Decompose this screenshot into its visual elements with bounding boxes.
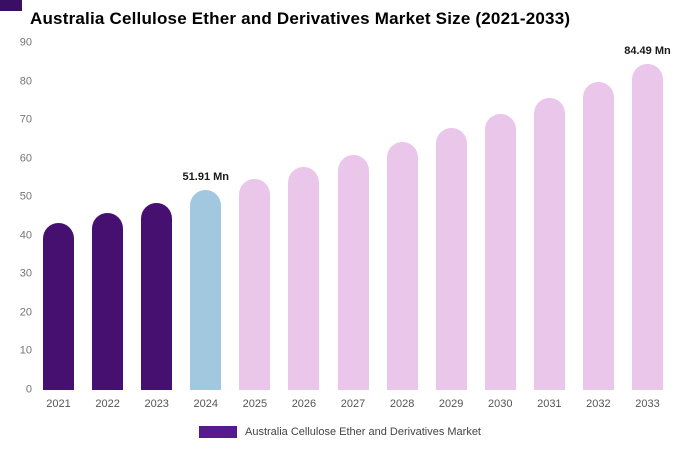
x-tick-label: 2025 [242,398,268,410]
y-tick-label: 20 [19,306,32,319]
x-tick-label: 2033 [635,398,660,410]
bar-2029 [435,127,467,390]
x-tick-label: 2026 [291,398,317,410]
y-tick-label: 70 [19,113,32,126]
x-tick-label: 2028 [389,398,415,410]
bar-2025 [239,178,271,390]
x-tick-label: 2029 [438,398,464,410]
bar-2033 [631,64,663,390]
legend: Australia Cellulose Ether and Derivative… [0,426,680,438]
bar-column-2033: 84.49 Mn [623,46,672,390]
x-tick-label: 2032 [586,398,611,410]
bar-2023 [141,202,173,390]
y-tick-label: 10 [19,344,32,357]
y-tick-label: 50 [19,190,32,203]
y-tick-label: 30 [19,267,32,280]
bar-column-2031 [525,98,574,390]
bar-2022 [92,212,124,390]
y-axis: 0 10 20 30 40 50 60 70 80 90 [8,37,34,395]
y-tick-label: 40 [19,229,32,242]
x-tick-label: 2024 [193,398,219,410]
bar-value-label: 51.91 Mn [182,170,229,183]
bar-2028 [386,141,418,390]
bar-column-2022 [83,212,132,390]
bar-2032 [582,81,614,390]
x-tick-label: 2021 [46,398,71,410]
bar-value-label: 84.49 Mn [624,45,671,58]
chart-body: 0 10 20 30 40 50 60 70 80 90 51.91 Mn 84.49 Mn [8,37,672,395]
y-tick-label: 0 [25,383,32,396]
x-tick-label: 2031 [537,398,562,410]
bar-column-2026 [279,167,328,390]
bar-2021 [43,223,75,390]
bar-column-2027 [328,154,377,390]
y-tick-label: 90 [19,36,32,49]
bar-column-2023 [132,202,181,390]
bar-2027 [337,154,369,390]
bar-2030 [484,113,516,390]
bar-column-2021 [34,223,83,390]
x-tick-label: 2030 [488,398,513,410]
bar-column-2024: 51.91 Mn [181,170,230,390]
bar-column-2032 [574,81,623,390]
bar-2024 [190,189,222,390]
legend-swatch [199,426,237,438]
bar-2031 [533,98,565,390]
bar-2026 [288,167,320,390]
bar-chart: 0 10 20 30 40 50 60 70 80 90 51.91 Mn 84.49 Mn 202… [8,37,672,410]
x-tick-label: 2023 [144,398,169,410]
x-tick-label: 2027 [340,398,366,410]
y-tick-label: 80 [19,75,32,88]
legend-label: Australia Cellulose Ether and Derivative… [245,426,481,438]
corner-mark [0,0,22,11]
chart-title: Australia Cellulose Ether and Derivative… [30,9,571,28]
bar-column-2025 [230,178,279,390]
x-axis: 2021 2022 2023 2024 2025 2026 2027 2028 2029 2030… [34,398,672,410]
x-tick-label: 2022 [95,398,120,410]
bar-column-2028 [378,141,427,390]
bar-column-2029 [427,127,476,390]
y-tick-label: 60 [19,152,32,165]
bar-column-2030 [476,113,525,390]
plot-area: 51.91 Mn 84.49 Mn [34,43,672,390]
